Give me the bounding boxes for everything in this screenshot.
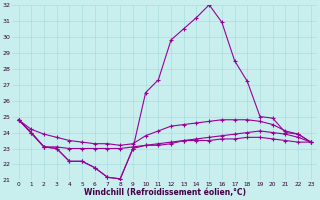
X-axis label: Windchill (Refroidissement éolien,°C): Windchill (Refroidissement éolien,°C) — [84, 188, 246, 197]
